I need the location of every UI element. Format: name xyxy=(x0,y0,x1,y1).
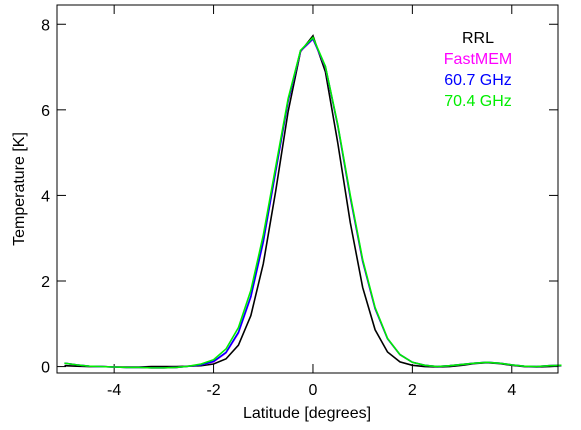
y-tick-label: 0 xyxy=(41,360,50,377)
x-tick-label: -4 xyxy=(107,382,121,399)
legend-entry: 60.7 GHz xyxy=(444,72,512,89)
plot-frame xyxy=(56,4,559,374)
x-tick-label: 2 xyxy=(408,382,417,399)
series-line xyxy=(64,36,562,369)
legend-entry: FastMEM xyxy=(444,51,512,68)
y-tick-label: 6 xyxy=(41,103,50,120)
y-tick-label: 2 xyxy=(41,274,50,291)
x-axis-label: Latitude [degrees] xyxy=(243,405,371,422)
legend-entry: RRL xyxy=(462,30,494,47)
x-tick-label: -2 xyxy=(206,382,220,399)
x-tick-label: 4 xyxy=(507,382,516,399)
y-axis-label: Temperature [K] xyxy=(11,132,28,246)
y-tick-label: 4 xyxy=(41,188,50,205)
x-tick-label: 0 xyxy=(309,382,318,399)
legend-entry: 70.4 GHz xyxy=(444,93,512,110)
y-tick-label: 8 xyxy=(41,17,50,34)
